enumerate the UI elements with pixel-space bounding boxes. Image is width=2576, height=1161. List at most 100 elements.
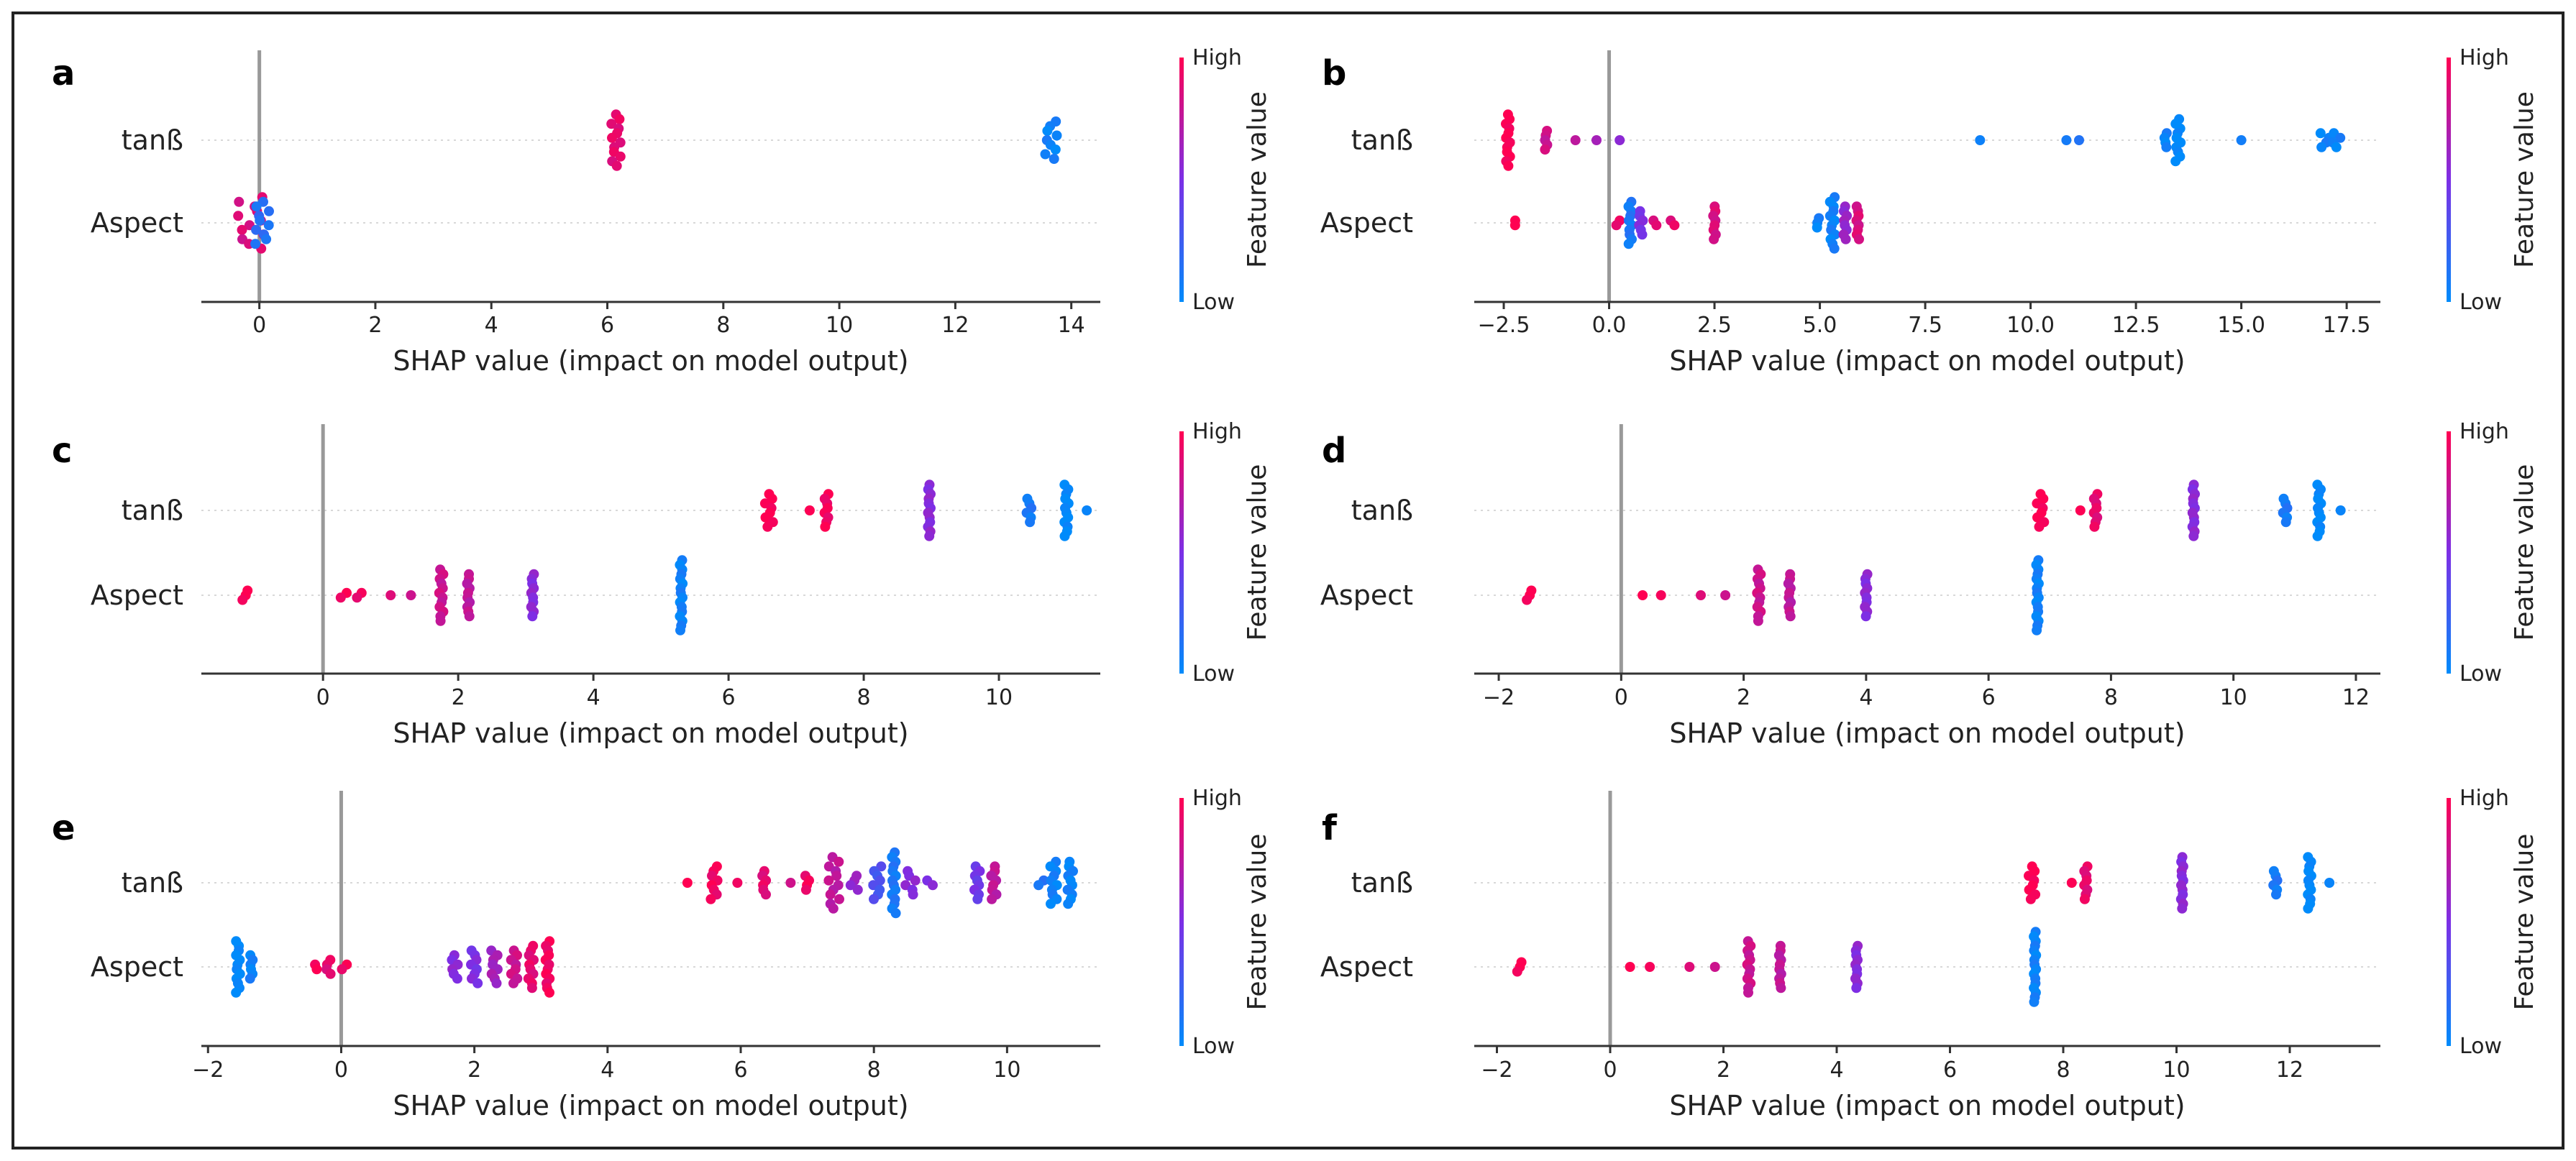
colorbar-high-label: High xyxy=(2459,786,2509,811)
shap-point xyxy=(833,856,844,867)
x-tick-label: 0 xyxy=(334,1057,348,1083)
shap-point xyxy=(452,973,462,984)
shap-point xyxy=(2075,505,2086,515)
shap-point xyxy=(2079,894,2090,904)
x-tick-label: 8 xyxy=(716,313,730,338)
shap-point xyxy=(464,611,475,622)
shap-point xyxy=(311,964,322,975)
shap-point xyxy=(2188,531,2199,541)
x-tick-label: 5.0 xyxy=(1803,313,1837,338)
shap-point xyxy=(237,224,247,235)
shap-point xyxy=(406,590,416,600)
x-tick-label: 10 xyxy=(2162,1057,2190,1083)
shap-point xyxy=(1709,962,1720,972)
shap-point xyxy=(828,903,839,914)
shap-point xyxy=(264,206,274,216)
x-axis-title: SHAP value (impact on model output) xyxy=(1669,345,2185,377)
colorbar xyxy=(2447,798,2451,1046)
shap-point xyxy=(2303,903,2314,914)
shap-point xyxy=(2315,128,2326,139)
shap-point xyxy=(1638,590,1648,600)
colorbar-high-label: High xyxy=(2459,45,2509,70)
shap-point xyxy=(606,119,617,129)
shap-point xyxy=(261,234,272,244)
shap-point xyxy=(1743,987,1753,998)
shap-point xyxy=(352,592,362,603)
colorbar-high-label: High xyxy=(2459,419,2509,444)
shap-point xyxy=(2170,156,2181,167)
shap-point xyxy=(1591,135,1602,145)
shap-point xyxy=(908,889,918,900)
shap-point xyxy=(1753,615,1763,626)
shap-point xyxy=(527,611,538,622)
x-tick-label: 2 xyxy=(467,1057,481,1083)
x-tick-label: 12 xyxy=(941,313,969,338)
shap-point xyxy=(1840,234,1851,244)
shap-point xyxy=(852,884,863,895)
panel-letter: b xyxy=(1322,53,1346,93)
shap-point xyxy=(760,512,771,523)
colorbar-title: Feature value xyxy=(1243,91,1272,268)
x-tick-label: 8 xyxy=(2104,685,2118,710)
shap-point xyxy=(834,894,844,904)
shap-point xyxy=(928,880,938,891)
x-tick-label: −2 xyxy=(192,1057,224,1083)
shap-point xyxy=(2236,135,2247,145)
shap-point xyxy=(250,239,261,249)
shap-point xyxy=(1669,220,1680,231)
x-tick-label: 4 xyxy=(1830,1057,1843,1083)
shap-point xyxy=(1720,590,1731,600)
shap-point xyxy=(245,973,255,984)
shap-point xyxy=(825,889,836,900)
feature-label-aspect: Aspect xyxy=(91,951,183,983)
shap-point xyxy=(1082,505,1092,515)
shap-point xyxy=(337,964,347,975)
shap-point xyxy=(615,151,626,162)
shap-point xyxy=(611,160,622,171)
feature-label-tanb: tanß xyxy=(1351,867,1413,899)
shap-point xyxy=(987,894,997,904)
x-tick-label: 6 xyxy=(1943,1057,1957,1083)
colorbar-low-label: Low xyxy=(1192,1034,1235,1059)
x-tick-label: 2 xyxy=(452,685,465,710)
shap-point xyxy=(800,884,811,895)
colorbar xyxy=(1179,431,1184,674)
colorbar-high-label: High xyxy=(1192,786,1242,811)
shap-point xyxy=(1509,220,1520,231)
shap-point xyxy=(804,505,815,515)
shap-point xyxy=(823,875,834,886)
shap-point xyxy=(2161,142,2172,152)
feature-label-aspect: Aspect xyxy=(1320,207,1413,239)
panel-letter: a xyxy=(52,53,75,93)
colorbar-high-label: High xyxy=(1192,419,1242,444)
shap-point xyxy=(1812,222,1822,233)
x-tick-label: 2.5 xyxy=(1697,313,1732,338)
shap-point xyxy=(845,880,856,891)
shap-point xyxy=(785,878,796,888)
shap-point xyxy=(972,894,983,904)
x-tick-label: 12 xyxy=(2276,1057,2303,1083)
x-tick-label: 2 xyxy=(1717,1057,1730,1083)
panel-letter: f xyxy=(1322,808,1338,848)
panel-letter: d xyxy=(1322,431,1346,471)
shap-point xyxy=(1614,135,1625,145)
shap-point xyxy=(1651,220,1662,231)
shap-point xyxy=(1854,234,1864,244)
x-tick-label: 0.0 xyxy=(1592,313,1627,338)
shap-point xyxy=(890,908,901,919)
shap-point xyxy=(508,978,519,988)
shap-point xyxy=(1540,144,1550,155)
x-tick-label: 6 xyxy=(734,1057,747,1083)
x-tick-label: 10 xyxy=(993,1057,1020,1083)
x-axis-title: SHAP value (impact on model output) xyxy=(393,717,908,749)
feature-label-tanb: tanß xyxy=(122,124,183,156)
shap-point xyxy=(435,615,446,626)
shap-point xyxy=(1645,962,1655,972)
colorbar-low-label: Low xyxy=(2459,1034,2502,1059)
shap-point xyxy=(2324,878,2335,888)
x-axis-title: SHAP value (impact on model output) xyxy=(393,345,908,377)
x-tick-label: 0 xyxy=(1603,1057,1617,1083)
shap-point xyxy=(1050,144,1061,155)
shap-point xyxy=(325,968,336,979)
